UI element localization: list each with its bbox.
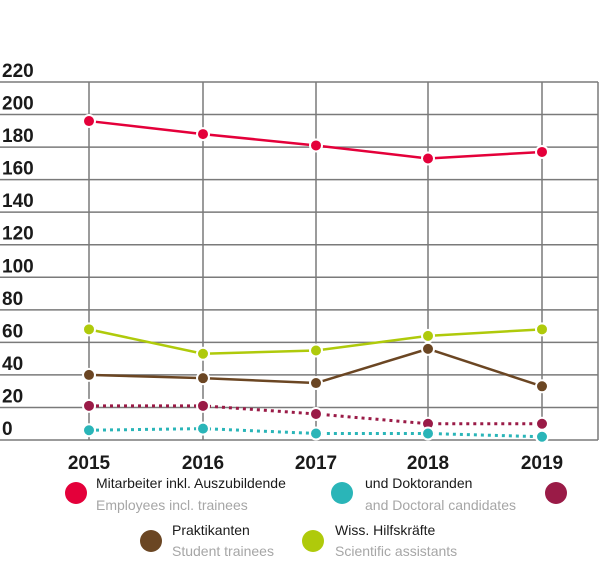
- data-point: [82, 367, 96, 382]
- y-tick-label: 120: [2, 224, 34, 245]
- y-tick-label: 140: [2, 191, 34, 212]
- series-1: [82, 322, 549, 361]
- x-tick-label: 2018: [407, 453, 449, 474]
- data-point: [421, 151, 435, 166]
- grid: [0, 81, 599, 441]
- x-tick-label: 2019: [521, 453, 563, 474]
- legend: Mitarbeiter inkl. Auszubildende Employee…: [65, 475, 567, 559]
- data-point: [82, 423, 96, 438]
- series-2: [82, 341, 549, 394]
- y-tick-label: 100: [2, 256, 34, 277]
- y-tick-label: 40: [2, 354, 23, 375]
- data-point: [196, 346, 210, 361]
- data-point: [196, 398, 210, 413]
- data-point: [421, 426, 435, 441]
- y-axis-ticks: 0 20 40 60 80 100 120 140 160 180 200 220: [2, 61, 34, 440]
- data-point: [82, 398, 96, 413]
- y-tick-label: 20: [2, 386, 23, 407]
- data-point: [535, 429, 549, 444]
- legend-label-doctoral: und Doktoranden: [365, 475, 472, 491]
- legend-label-employees: Mitarbeiter inkl. Auszubildende: [96, 475, 286, 491]
- data-point: [309, 343, 323, 358]
- data-point: [309, 138, 323, 153]
- y-tick-label: 200: [2, 94, 34, 115]
- legend-sublabel-scientific-assistants: Scientific assistants: [335, 543, 457, 559]
- legend-sublabel-student-trainees: Student trainees: [172, 543, 274, 559]
- legend-marker-dark-red: [545, 482, 567, 504]
- data-point: [196, 371, 210, 386]
- series-4: [82, 421, 549, 444]
- data-point: [421, 341, 435, 356]
- y-tick-label: 80: [2, 289, 23, 310]
- data-point: [196, 421, 210, 436]
- data-point: [535, 379, 549, 394]
- legend-marker-student-trainees: [140, 530, 162, 552]
- data-point: [535, 322, 549, 337]
- data-point: [309, 406, 323, 421]
- legend-label-scientific-assistants: Wiss. Hilfskräfte: [335, 522, 436, 538]
- legend-marker-employees: [65, 482, 87, 504]
- data-point: [535, 416, 549, 431]
- y-tick-label: 180: [2, 126, 34, 147]
- y-tick-label: 160: [2, 159, 34, 180]
- series-0: [82, 114, 549, 166]
- data-point: [535, 144, 549, 159]
- x-tick-label: 2015: [68, 453, 111, 474]
- data-point: [82, 322, 96, 337]
- data-point: [309, 426, 323, 441]
- x-tick-label: 2016: [182, 453, 224, 474]
- legend-label-student-trainees: Praktikanten: [172, 522, 250, 538]
- data-point: [309, 376, 323, 391]
- legend-marker-doctoral: [331, 482, 353, 504]
- legend-sublabel-doctoral: and Doctoral candidates: [365, 497, 516, 513]
- y-tick-label: 0: [2, 419, 13, 440]
- legend-marker-scientific-assistants: [302, 530, 324, 552]
- x-axis-ticks: 2015 2016 2017 2018 2019: [68, 453, 563, 474]
- y-tick-label: 60: [2, 321, 23, 342]
- legend-sublabel-employees: Employees incl. trainees: [96, 497, 248, 513]
- series-lines: [82, 114, 549, 444]
- x-tick-label: 2017: [295, 453, 337, 474]
- y-tick-label: 220: [2, 61, 34, 82]
- data-point: [82, 114, 96, 129]
- data-point: [421, 328, 435, 343]
- series-3: [82, 398, 549, 431]
- data-point: [196, 127, 210, 142]
